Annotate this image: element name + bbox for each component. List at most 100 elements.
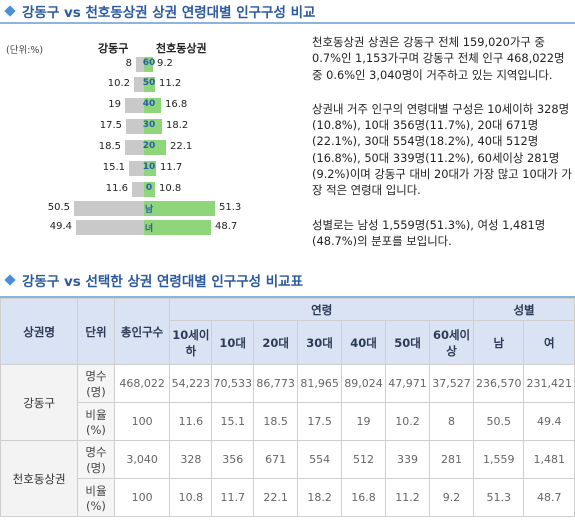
value-cell: 49.4	[523, 402, 575, 441]
section2-title: 강동구 vs 선택한 상권 연령대별 인구구성 비교표	[4, 269, 303, 291]
header-age: 연령	[169, 298, 475, 321]
description-paragraph: 성별로는 남성 1,559명(51.3%), 여성 1,481명(48.7%)의…	[312, 217, 546, 248]
pyramid-left-value: 49.4	[49, 221, 72, 232]
column-header: 60세이상	[428, 320, 475, 365]
value-cell: 18.2	[297, 478, 343, 517]
value-cell: 339	[385, 440, 430, 479]
pyramid-age-label: 20	[142, 141, 156, 151]
pyramid-left-bar	[125, 98, 144, 113]
value-cell: 81,965	[297, 364, 343, 403]
column-header: 30대	[297, 320, 343, 365]
pyramid-left-value: 17.5	[99, 120, 122, 131]
value-cell: 512	[341, 440, 387, 479]
pyramid-row: 11.6 10.8 0	[0, 182, 300, 197]
population-pyramid: (단위:%) 강동구 천호동상권 8 9.2 60 10.2 11.2 50 19 16.8 4…	[0, 30, 300, 245]
value-cell: 47,971	[385, 364, 430, 403]
table-top-border	[0, 296, 575, 298]
value-cell: 554	[297, 440, 343, 479]
comparison-table: 상권명 단위 총인구수 연령 성별 10세이하 10대 20대 30대 40대 50대 60…	[0, 298, 575, 517]
column-header: 50대	[385, 320, 430, 365]
pyramid-row: 50.5 51.3 남	[0, 201, 300, 216]
value-cell: 17.5	[297, 402, 343, 441]
value-cell: 8	[428, 402, 475, 441]
value-cell: 100	[113, 478, 171, 517]
pyramid-right-bar	[144, 98, 161, 113]
pyramid-left-bar	[76, 220, 144, 235]
pyramid-right-bar	[144, 77, 155, 92]
pyramid-right-value: 48.7	[215, 221, 238, 232]
pyramid-age-label: 녀	[144, 224, 154, 234]
column-header: 10세이하	[169, 320, 213, 365]
value-cell: 10.2	[385, 402, 430, 441]
value-cell: 236,570	[473, 364, 525, 403]
column-header: 여	[523, 320, 575, 365]
pyramid-left-bar	[74, 201, 144, 216]
value-cell: 11.2	[385, 478, 430, 517]
pyramid-age-label: 50	[142, 78, 156, 88]
pyramid-right-bar	[144, 119, 162, 134]
pyramid-right-header: 천호동상권	[156, 42, 207, 55]
table-row: 비율(%) 100 10.8 11.7 22.1 18.2 16.8 11.2 9.2 51.3 4…	[1, 478, 575, 517]
value-cell: 468,022	[113, 364, 171, 403]
column-header: 남	[473, 320, 525, 365]
pyramid-right-bar	[144, 201, 215, 216]
value-cell: 19	[341, 402, 387, 441]
column-header: 10대	[211, 320, 255, 365]
value-cell: 11.7	[211, 478, 255, 517]
unit-cell: 비율(%)	[77, 402, 115, 441]
value-cell: 671	[253, 440, 299, 479]
pyramid-right-value: 10.8	[159, 183, 182, 194]
section1-title-text: 강동구 vs 천호동상권 상권 연령대별 인구구성 비교	[22, 5, 316, 21]
value-cell: 70,533	[211, 364, 255, 403]
pyramid-row: 8 9.2 60	[0, 57, 300, 72]
diamond-bullet-icon	[4, 5, 16, 17]
pyramid-row: 19 16.8 40	[0, 98, 300, 113]
value-cell: 281	[428, 440, 475, 479]
area-name-cell: 천호동상권	[0, 440, 79, 517]
pyramid-left-value: 18.5	[98, 141, 121, 152]
pyramid-right-value: 16.8	[165, 99, 188, 110]
value-cell: 86,773	[253, 364, 299, 403]
column-header: 40대	[341, 320, 387, 365]
pyramid-right-bar	[144, 57, 153, 72]
pyramid-age-label: 60	[142, 58, 156, 68]
value-cell: 1,559	[473, 440, 525, 479]
value-cell: 1,481	[523, 440, 575, 479]
value-cell: 10.8	[169, 478, 213, 517]
unit-cell: 비율(%)	[77, 478, 115, 517]
pyramid-right-bar	[144, 182, 155, 197]
unit-label: (단위:%)	[6, 45, 44, 56]
value-cell: 51.3	[473, 478, 525, 517]
pyramid-row: 15.1 11.7 10	[0, 161, 300, 176]
header-total: 총인구수	[113, 298, 171, 365]
value-cell: 231,421	[523, 364, 575, 403]
value-cell: 356	[211, 440, 255, 479]
section2-title-text: 강동구 vs 선택한 상권 연령대별 인구구성 비교표	[22, 274, 304, 290]
pyramid-row: 18.5 22.1 20	[0, 140, 300, 155]
pyramid-left-bar	[132, 182, 144, 197]
pyramid-right-bar	[144, 140, 166, 155]
pyramid-right-value: 22.1	[170, 141, 193, 152]
value-cell: 9.2	[428, 478, 475, 517]
pyramid-row: 17.5 18.2 30	[0, 119, 300, 134]
description-paragraph: 천호동상권 상권은 강동구 전체 159,020가구 중 0.7%인 1,153…	[312, 35, 565, 82]
pyramid-right-value: 9.2	[157, 58, 173, 69]
pyramid-row: 10.2 11.2 50	[0, 77, 300, 92]
value-cell: 89,024	[341, 364, 387, 403]
table-row: 천호동상권 명수(명) 3,040 328 356 671 554 512 339 281 1,55…	[0, 440, 575, 517]
pyramid-right-value: 11.7	[160, 162, 183, 173]
pyramid-left-value: 15.1	[102, 162, 125, 173]
pyramid-left-header: 강동구	[98, 42, 129, 55]
pyramid-right-bar	[144, 161, 156, 176]
pyramid-left-value: 11.6	[105, 183, 128, 194]
table-row: 강동구 명수(명) 468,022 54,223 70,533 86,773 81,965 8…	[0, 364, 575, 441]
section1-title: 강동구 vs 천호동상권 상권 연령대별 인구구성 비교	[4, 0, 315, 22]
pyramid-left-bar	[129, 161, 144, 176]
value-cell: 16.8	[341, 478, 387, 517]
table-row: 비율(%) 100 11.6 15.1 18.5 17.5 19 10.2 8 50.5 49.4	[1, 402, 575, 441]
pyramid-right-value: 11.2	[159, 78, 182, 89]
pyramid-left-bar	[126, 119, 144, 134]
divider	[0, 22, 575, 24]
value-cell: 50.5	[473, 402, 525, 441]
